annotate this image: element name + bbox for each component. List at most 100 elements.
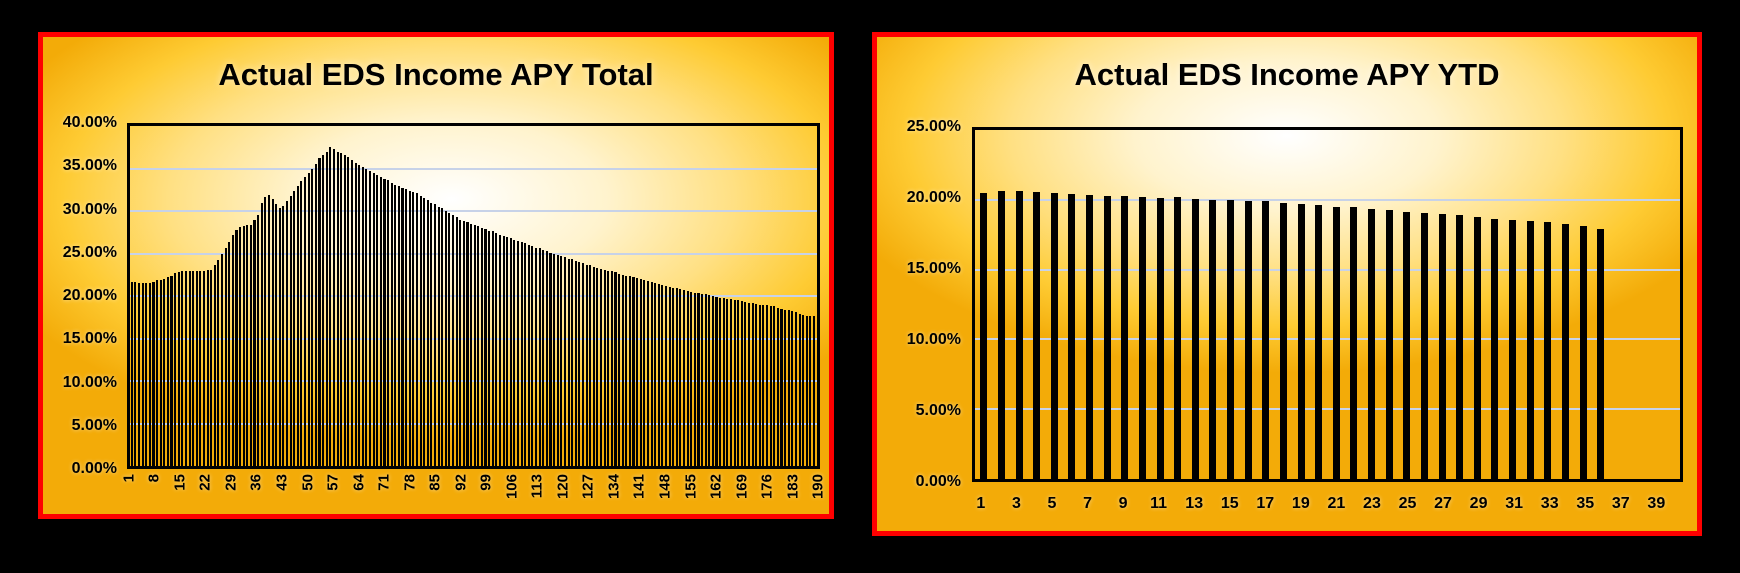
bar-slot (318, 126, 322, 466)
bar-slot (708, 126, 712, 466)
bar (322, 154, 325, 466)
bar-slot (469, 126, 473, 466)
bar-slot (599, 126, 603, 466)
bar-slot (538, 126, 542, 466)
bar (664, 285, 668, 466)
bar (498, 234, 501, 466)
bar-slot (668, 126, 672, 466)
bar-slot (209, 126, 213, 466)
bar (1297, 204, 1305, 479)
bar (650, 282, 653, 466)
bar-slot (621, 126, 625, 466)
bar-slot (227, 126, 231, 466)
bar-slot (1398, 130, 1416, 479)
bar (304, 177, 307, 466)
bar (549, 252, 552, 466)
bar (1033, 192, 1041, 479)
bar-slot (329, 126, 333, 466)
bar (397, 186, 400, 466)
bar-slot (1151, 130, 1169, 479)
bar-slot (1433, 130, 1451, 479)
bar-slot (567, 126, 571, 466)
bar-slot (704, 126, 708, 466)
bar-slot (1310, 130, 1328, 479)
bar-slot (657, 126, 661, 466)
bar-slot (437, 126, 441, 466)
bar-slot (473, 126, 477, 466)
x-tick-label: 1 (120, 474, 138, 483)
x-tick-label: 37 (1611, 495, 1630, 512)
bar-slot (650, 126, 654, 466)
bar (535, 247, 538, 466)
y-tick-label: 20.00% (62, 287, 117, 304)
bar (311, 168, 314, 466)
bar-slot (415, 126, 419, 466)
bar-slot (772, 126, 776, 466)
bar (675, 288, 678, 466)
bar-slot (307, 126, 311, 466)
bar-slot (1627, 130, 1645, 479)
x-tick-label: 22 (196, 474, 214, 491)
bar-slot (401, 126, 405, 466)
bar (654, 283, 657, 466)
bar (495, 233, 498, 466)
bar (596, 267, 599, 466)
bar (773, 306, 776, 466)
bar (217, 260, 220, 466)
bar-slot (556, 126, 560, 466)
bar (358, 165, 361, 466)
bar (787, 310, 790, 466)
bar (239, 227, 242, 466)
bar-slot (361, 126, 365, 466)
bar-slot (1169, 130, 1187, 479)
bar-slot (639, 126, 643, 466)
x-tick-label: 15 (171, 474, 189, 491)
x-tick-label: 99 (477, 474, 495, 491)
bar-slot (202, 126, 206, 466)
x-tick-label: 127 (579, 474, 597, 500)
bar-slot (516, 126, 520, 466)
bar (506, 237, 509, 466)
bar-slot (560, 126, 564, 466)
bar-slot (181, 126, 185, 466)
bar (1385, 210, 1393, 479)
bar (296, 186, 299, 466)
bar (488, 230, 491, 466)
bar-slot (419, 126, 423, 466)
bar-slot (1292, 130, 1310, 479)
bar (1279, 202, 1287, 479)
bar-slot (343, 126, 347, 466)
x-tick-label: 71 (375, 474, 393, 491)
bar (661, 284, 664, 466)
bar-slot (310, 126, 314, 466)
bar-slot (1469, 130, 1487, 479)
bar (437, 206, 440, 466)
bar (784, 309, 787, 466)
bar-slot (726, 126, 730, 466)
bar (192, 270, 195, 466)
bar (729, 299, 732, 466)
bar-slot (975, 130, 993, 479)
bar-slot (220, 126, 224, 466)
bar (289, 195, 292, 466)
bar (574, 261, 577, 466)
bar (231, 234, 234, 466)
bar-slot (148, 126, 152, 466)
bar-slot (541, 126, 545, 466)
bar (347, 157, 350, 466)
bar-slot (1645, 130, 1663, 479)
bar (314, 164, 317, 466)
bar-slot (812, 126, 816, 466)
bar (556, 255, 559, 466)
bar-slot (357, 126, 361, 466)
bar-slot (1204, 130, 1222, 479)
bar (686, 290, 689, 466)
bar (1209, 199, 1217, 479)
bar-slot (1081, 130, 1099, 479)
bar-slot (397, 126, 401, 466)
bar-slot (238, 126, 242, 466)
bar-slot (495, 126, 499, 466)
bar-slot (368, 126, 372, 466)
bar (430, 202, 433, 466)
bar-slot (184, 126, 188, 466)
